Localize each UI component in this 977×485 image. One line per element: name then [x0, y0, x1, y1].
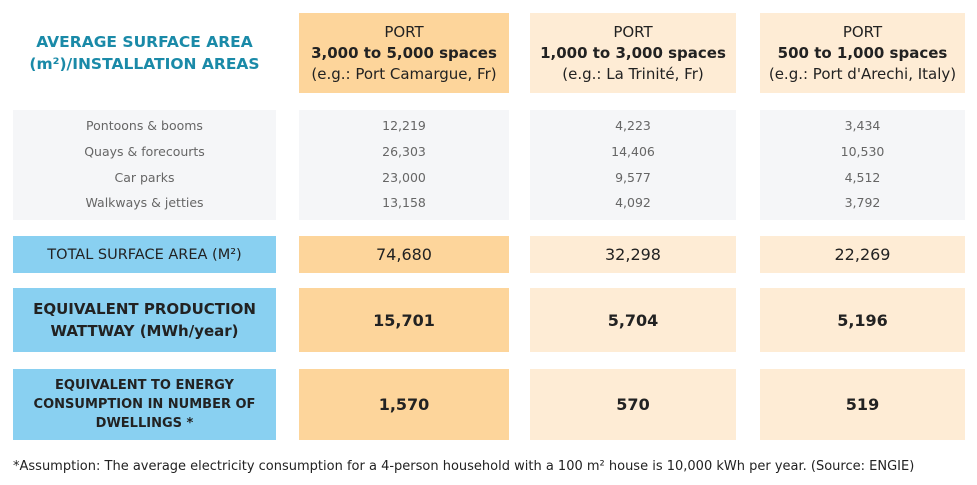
area-label: Pontoons & booms [86, 118, 203, 133]
production-value: 15,701 [299, 288, 509, 352]
label-line: WATTWAY (MWh/year) [50, 322, 239, 340]
area-label: Quays & forecourts [84, 143, 205, 159]
area-value: 4,512 [844, 169, 881, 185]
label-line: EQUIVALENT PRODUCTION [33, 300, 256, 318]
port-label: PORT [384, 22, 424, 41]
production-label: EQUIVALENT PRODUCTION WATTWAY (MWh/year) [13, 288, 276, 352]
title-line: (m²)/INSTALLATION AREAS [29, 55, 260, 73]
area-label: Walkways & jetties [85, 195, 204, 211]
total-label: TOTAL SURFACE AREA (M²) [13, 236, 276, 273]
area-value: 13,158 [382, 195, 426, 211]
area-value: 10,530 [840, 143, 885, 159]
port-size: 1,000 to 3,000 spaces [540, 43, 726, 62]
label-line: CONSUMPTION IN NUMBER OF [33, 397, 256, 412]
port-header-medium: PORT 1,000 to 3,000 spaces (e.g.: La Tri… [530, 13, 736, 93]
total-value: 74,680 [299, 236, 509, 273]
port-label: PORT [613, 22, 653, 41]
footnote: *Assumption: The average electricity con… [13, 459, 915, 474]
area-values-large: 12,219 26,303 23,000 13,158 [299, 110, 509, 220]
port-example: (e.g.: Port d'Arechi, Italy) [768, 64, 957, 83]
port-size: 3,000 to 5,000 spaces [311, 43, 497, 62]
area-value: 23,000 [382, 169, 426, 185]
label-line: DWELLINGS * [95, 416, 194, 431]
area-values-small: 3,434 10,530 4,512 3,792 [760, 110, 965, 220]
area-label: Car parks [114, 169, 175, 185]
production-value: 5,196 [760, 288, 965, 352]
area-value: 4,223 [615, 118, 651, 133]
area-value: 3,434 [844, 118, 881, 133]
dwellings-value: 519 [760, 369, 965, 440]
port-header-small: PORT 500 to 1,000 spaces (e.g.: Port d'A… [760, 13, 965, 93]
area-value: 9,577 [615, 169, 651, 185]
area-value: 14,406 [611, 143, 655, 159]
port-label: PORT [842, 22, 883, 41]
area-labels: Pontoons & booms Quays & forecourts Car … [13, 110, 276, 220]
dwellings-value: 1,570 [299, 369, 509, 440]
total-value: 32,298 [530, 236, 736, 273]
area-value: 12,219 [382, 118, 426, 133]
port-size: 500 to 1,000 spaces [777, 43, 948, 62]
title-line: AVERAGE SURFACE AREA [36, 33, 253, 51]
port-header-large: PORT 3,000 to 5,000 spaces (e.g.: Port C… [299, 13, 509, 93]
area-value: 3,792 [844, 195, 881, 211]
port-example: (e.g.: La Trinité, Fr) [562, 64, 704, 83]
table-title: AVERAGE SURFACE AREA (m²)/INSTALLATION A… [13, 13, 276, 93]
port-example: (e.g.: Port Camargue, Fr) [311, 64, 497, 83]
area-value: 26,303 [382, 143, 426, 159]
area-values-medium: 4,223 14,406 9,577 4,092 [530, 110, 736, 220]
total-value: 22,269 [760, 236, 965, 273]
label-line: EQUIVALENT TO ENERGY [55, 378, 234, 393]
area-value: 4,092 [615, 195, 651, 211]
dwellings-value: 570 [530, 369, 736, 440]
production-value: 5,704 [530, 288, 736, 352]
dwellings-label: EQUIVALENT TO ENERGY CONSUMPTION IN NUMB… [13, 369, 276, 440]
